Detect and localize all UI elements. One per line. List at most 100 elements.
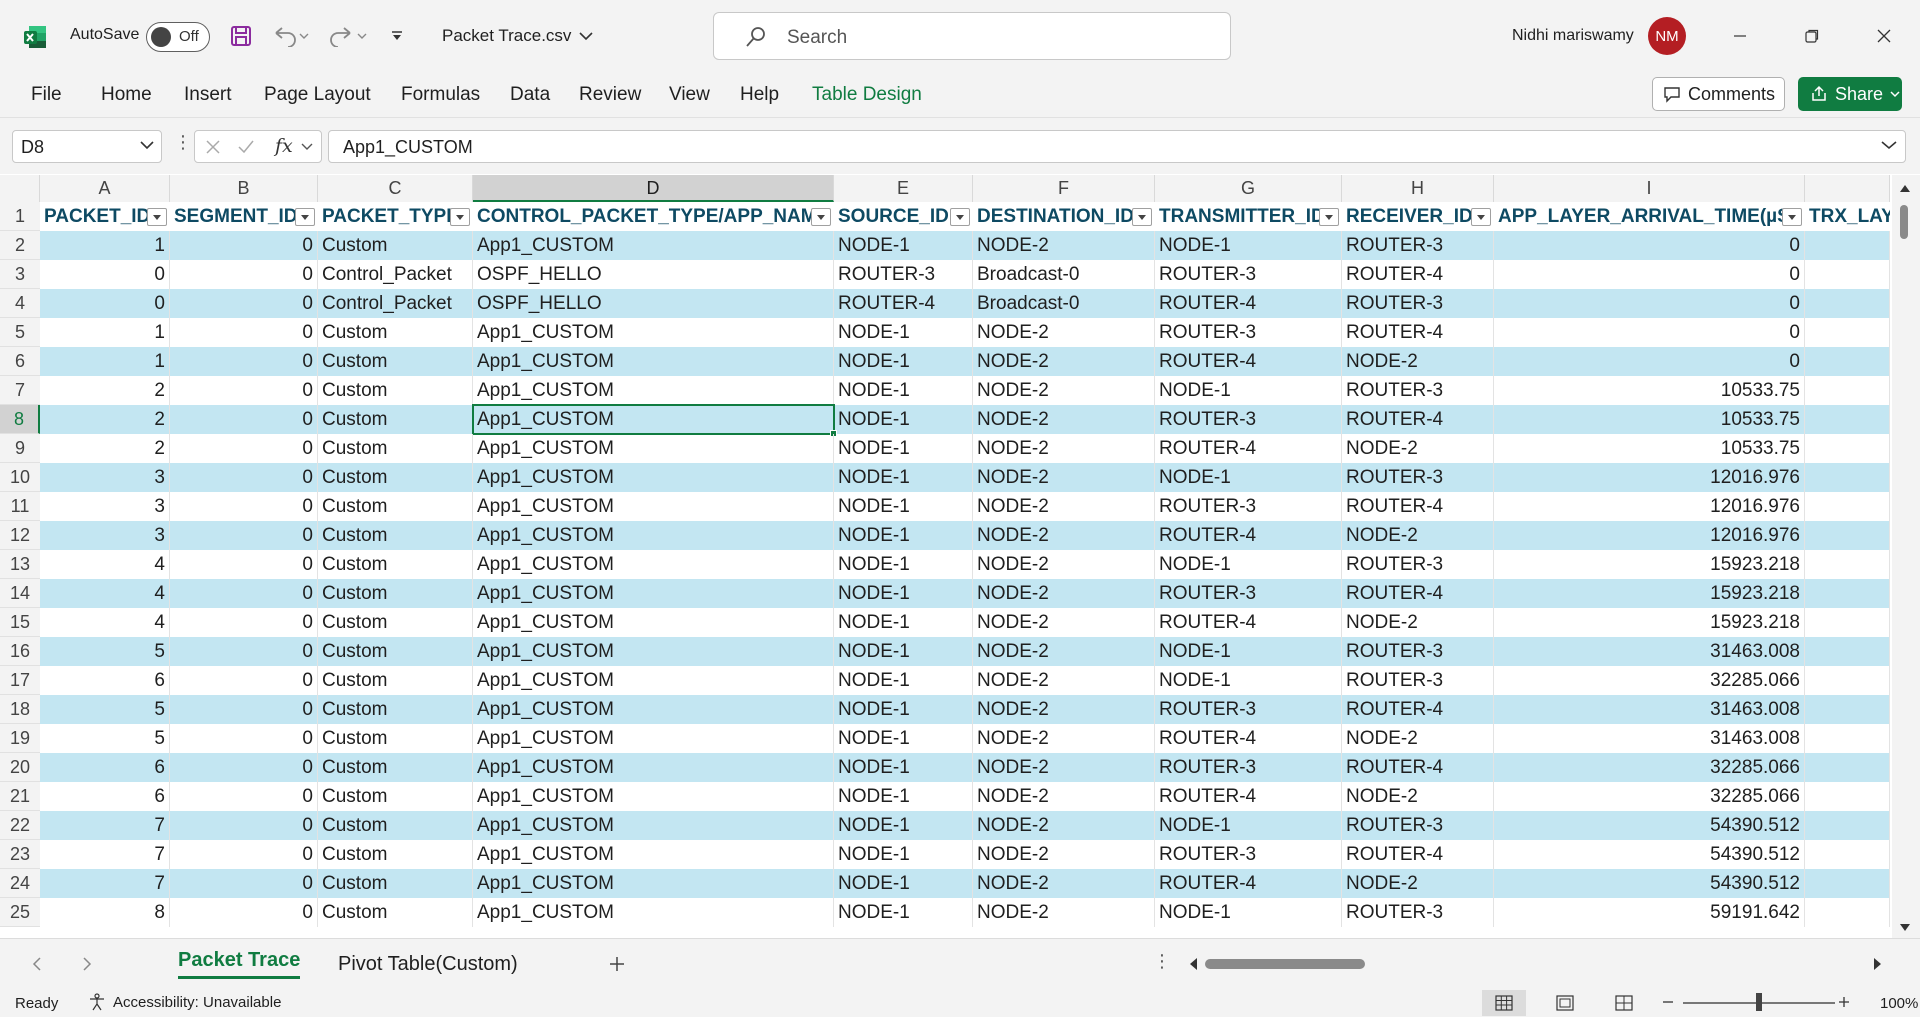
table-cell[interactable]: Custom [318, 347, 473, 376]
table-cell[interactable]: NODE-1 [834, 463, 973, 492]
table-cell[interactable]: NODE-1 [834, 869, 973, 898]
table-cell[interactable]: NODE-2 [1342, 347, 1494, 376]
table-cell[interactable]: 31463.008 [1494, 637, 1805, 666]
table-cell[interactable]: ROUTER-4 [1342, 318, 1494, 347]
table-cell[interactable] [1805, 260, 1890, 289]
table-cell[interactable]: 0 [170, 898, 318, 927]
table-cell[interactable]: ROUTER-4 [1155, 608, 1342, 637]
row-header[interactable]: 22 [0, 811, 40, 840]
table-cell[interactable]: 7 [40, 811, 170, 840]
table-cell[interactable]: 0 [170, 463, 318, 492]
table-cell[interactable]: 0 [170, 231, 318, 260]
table-cell[interactable] [1805, 753, 1890, 782]
table-cell[interactable]: ROUTER-4 [1155, 434, 1342, 463]
select-all-corner[interactable] [0, 175, 40, 202]
table-cell[interactable]: 2 [40, 376, 170, 405]
table-cell[interactable]: NODE-1 [834, 637, 973, 666]
row-header[interactable]: 12 [0, 521, 40, 550]
table-cell[interactable]: NODE-2 [973, 376, 1155, 405]
table-cell[interactable]: 31463.008 [1494, 724, 1805, 753]
table-cell[interactable]: ROUTER-4 [834, 289, 973, 318]
table-cell[interactable] [1805, 550, 1890, 579]
table-cell[interactable]: 3 [40, 521, 170, 550]
row-header[interactable]: 20 [0, 753, 40, 782]
column-header-b[interactable]: B [170, 175, 318, 202]
table-cell[interactable]: App1_CUSTOM [473, 463, 834, 492]
row-header[interactable]: 21 [0, 782, 40, 811]
row-header[interactable]: 17 [0, 666, 40, 695]
row-header[interactable]: 5 [0, 318, 40, 347]
table-cell[interactable]: Custom [318, 492, 473, 521]
table-cell[interactable]: Custom [318, 550, 473, 579]
table-cell[interactable]: NODE-1 [1155, 811, 1342, 840]
table-cell[interactable]: ROUTER-3 [1155, 753, 1342, 782]
table-cell[interactable]: 0 [170, 782, 318, 811]
table-cell[interactable]: 3 [40, 463, 170, 492]
table-cell[interactable]: 4 [40, 550, 170, 579]
table-cell[interactable]: NODE-1 [834, 666, 973, 695]
table-cell[interactable]: 54390.512 [1494, 869, 1805, 898]
table-cell[interactable]: NODE-2 [973, 666, 1155, 695]
table-cell[interactable]: NODE-1 [1155, 637, 1342, 666]
table-cell[interactable]: Custom [318, 405, 473, 434]
table-cell[interactable]: 2 [40, 434, 170, 463]
table-cell[interactable] [1805, 579, 1890, 608]
enter-icon[interactable] [237, 139, 255, 155]
table-cell[interactable]: 12016.976 [1494, 492, 1805, 521]
table-cell[interactable]: App1_CUSTOM [473, 898, 834, 927]
table-cell[interactable]: ROUTER-3 [1342, 811, 1494, 840]
table-cell[interactable]: 10533.75 [1494, 405, 1805, 434]
table-cell[interactable]: NODE-2 [973, 318, 1155, 347]
row-header[interactable]: 7 [0, 376, 40, 405]
table-cell[interactable] [1805, 811, 1890, 840]
row-header[interactable]: 11 [0, 492, 40, 521]
table-cell[interactable]: 7 [40, 840, 170, 869]
table-cell[interactable] [1805, 782, 1890, 811]
chevron-right-icon[interactable] [82, 956, 92, 972]
table-cell[interactable]: 0 [170, 347, 318, 376]
table-cell[interactable]: App1_CUSTOM [473, 782, 834, 811]
column-header-d[interactable]: D [473, 175, 834, 202]
table-cell[interactable]: 54390.512 [1494, 811, 1805, 840]
sheet-tab-pivot-table[interactable]: Pivot Table(Custom) [338, 953, 518, 975]
table-cell[interactable]: NODE-2 [973, 782, 1155, 811]
table-cell[interactable]: OSPF_HELLO [473, 289, 834, 318]
table-cell[interactable]: 6 [40, 666, 170, 695]
table-cell[interactable] [1805, 405, 1890, 434]
table-cell[interactable]: ROUTER-3 [1342, 289, 1494, 318]
table-cell[interactable] [1805, 724, 1890, 753]
name-box[interactable]: D8 [12, 130, 162, 163]
formula-input[interactable]: App1_CUSTOM [328, 130, 1906, 163]
table-cell[interactable] [1805, 521, 1890, 550]
table-cell[interactable]: NODE-2 [973, 492, 1155, 521]
table-cell[interactable]: 0 [170, 637, 318, 666]
table-cell[interactable] [1805, 376, 1890, 405]
tab-formulas[interactable]: Formulas [401, 84, 481, 105]
table-cell[interactable]: 0 [170, 405, 318, 434]
table-cell[interactable]: NODE-2 [973, 840, 1155, 869]
table-cell[interactable]: ROUTER-3 [1155, 492, 1342, 521]
table-cell[interactable] [1805, 463, 1890, 492]
table-cell[interactable]: ROUTER-4 [1342, 695, 1494, 724]
table-cell[interactable]: NODE-2 [1342, 869, 1494, 898]
table-cell[interactable]: ROUTER-4 [1342, 840, 1494, 869]
table-header-cell[interactable]: TRX_LAYI [1809, 206, 1890, 227]
table-cell[interactable]: Custom [318, 463, 473, 492]
table-cell[interactable]: 5 [40, 724, 170, 753]
table-cell[interactable]: App1_CUSTOM [473, 666, 834, 695]
table-cell[interactable]: 7 [40, 869, 170, 898]
table-cell[interactable]: 32285.066 [1494, 753, 1805, 782]
table-cell[interactable]: ROUTER-3 [1155, 260, 1342, 289]
table-cell[interactable]: Control_Packet [318, 289, 473, 318]
zoom-slider-thumb[interactable] [1756, 993, 1762, 1011]
table-cell[interactable]: NODE-1 [834, 434, 973, 463]
table-cell[interactable]: App1_CUSTOM [473, 347, 834, 376]
table-cell[interactable]: 2 [40, 405, 170, 434]
filter-dropdown-icon[interactable] [450, 208, 470, 226]
table-cell[interactable] [1805, 492, 1890, 521]
table-cell[interactable]: ROUTER-3 [1342, 550, 1494, 579]
chevron-down-icon[interactable] [301, 143, 313, 151]
row-header[interactable]: 1 [0, 202, 40, 231]
table-cell[interactable]: 0 [170, 492, 318, 521]
more-options-icon[interactable]: ⋮ [1153, 951, 1171, 971]
